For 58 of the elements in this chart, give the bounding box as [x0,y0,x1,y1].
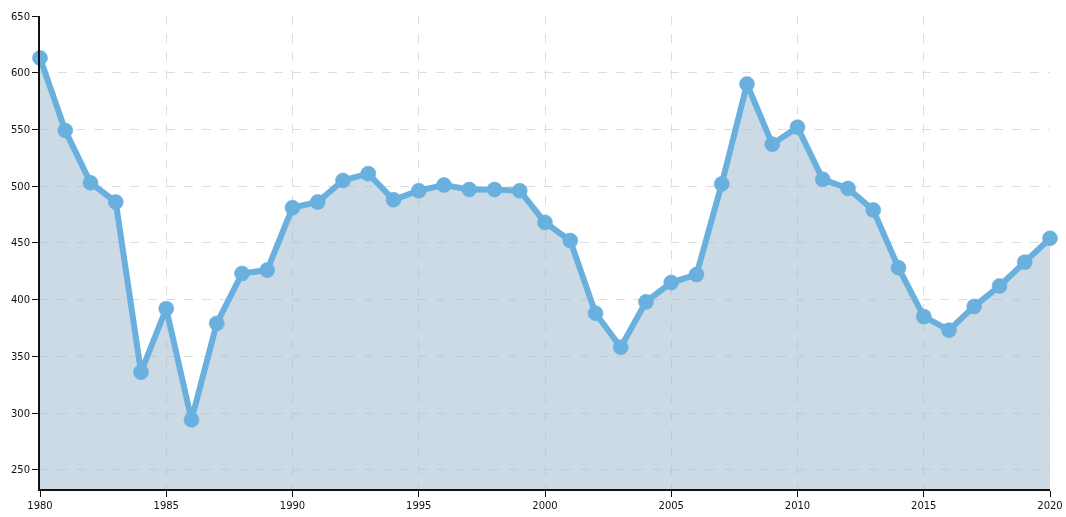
point [410,182,427,199]
point [764,136,781,153]
point [183,411,200,428]
y-tick-label: 250 [10,464,30,476]
point [966,298,983,315]
point [208,315,225,332]
y-tick-label: 450 [10,237,30,249]
x-tick-label: 1985 [153,500,179,511]
point [107,194,124,211]
point [360,165,377,182]
x-tick-label: 2020 [1037,500,1063,511]
point [1042,230,1058,247]
point [814,171,831,188]
point [284,199,301,216]
point [663,274,680,291]
point [739,76,755,93]
y-tick-label: 400 [10,294,30,306]
y-tick-label: 650 [10,10,30,22]
x-tick-label: 1990 [279,500,306,511]
y-tick-label: 350 [10,350,30,362]
x-tick-label: 2005 [658,500,684,511]
point [309,194,326,211]
point [259,262,276,279]
point [865,201,882,218]
x-tick-label: 1995 [406,500,432,511]
point [158,300,175,317]
point [436,177,452,193]
point [133,364,149,381]
point [57,122,74,139]
point [890,259,907,276]
x-tick-label: 2000 [532,500,558,511]
point [562,232,579,249]
point [587,305,604,322]
point [991,277,1008,294]
y-tick-label: 600 [10,67,30,79]
y-tick-label: 300 [10,407,30,419]
point [335,172,351,189]
x-tick-label: 1980 [27,500,53,511]
point [537,214,553,231]
point [612,339,629,356]
point [511,182,528,199]
point [234,265,250,282]
point [385,191,402,208]
point [915,308,932,325]
point [486,181,503,198]
point [941,322,957,339]
point [638,293,654,310]
point [82,174,99,191]
point [713,175,730,192]
y-tick-label: 550 [10,123,30,135]
point [461,181,478,198]
x-tick-label: 2015 [911,500,937,511]
point [789,119,806,136]
x-tick-label: 2010 [784,500,811,511]
y-tick-label: 500 [10,180,30,192]
point [1016,254,1033,271]
point [840,180,856,197]
point [688,266,705,283]
